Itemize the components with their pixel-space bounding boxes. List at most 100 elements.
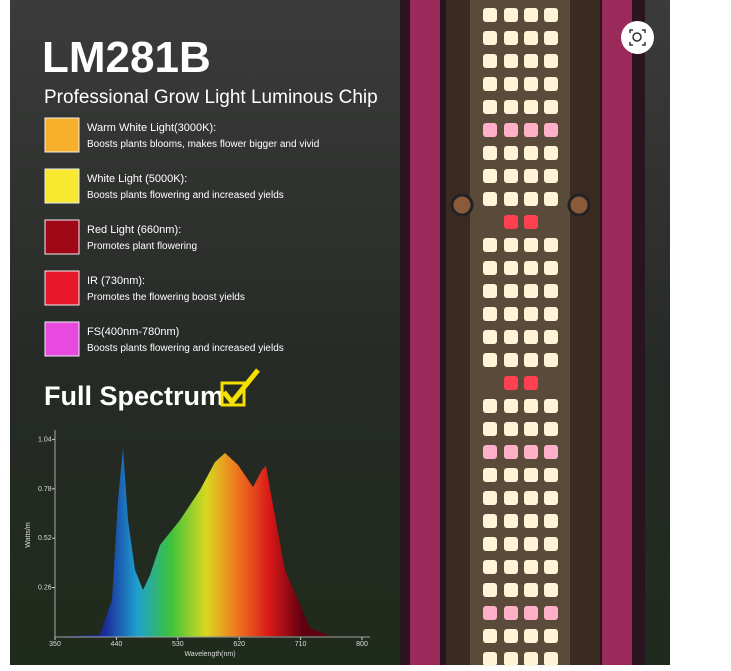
led [524,146,538,160]
color-swatch [44,321,80,357]
led [483,238,497,252]
led [504,537,518,551]
led [524,560,538,574]
y-tick-label: 0.78 [38,486,52,493]
led [504,100,518,114]
led-strip [400,0,645,666]
led [483,560,497,574]
led [524,422,538,436]
spectrum-curve [55,448,330,637]
led [544,652,558,666]
led [483,261,497,275]
led [544,422,558,436]
led [524,514,538,528]
led [483,537,497,551]
led [504,468,518,482]
led [483,169,497,183]
lens-icon-circle [632,32,642,42]
led [524,238,538,252]
color-swatch [44,168,80,204]
check-box [220,381,246,407]
led [544,100,558,114]
led [544,238,558,252]
feature-description: Boosts plants flowering and increased yi… [87,343,284,354]
led [504,376,518,390]
led [483,514,497,528]
led [544,31,558,45]
led [544,261,558,275]
led [504,606,518,620]
led [544,284,558,298]
led [483,8,497,22]
led [524,307,538,321]
led [544,307,558,321]
led [483,31,497,45]
led [544,54,558,68]
led [524,54,538,68]
subtitle: Professional Grow Light Luminous Chip [44,87,378,108]
badge: Full Spectrum [44,381,224,411]
led [504,31,518,45]
led [504,169,518,183]
led [483,192,497,206]
led [524,169,538,183]
led [483,652,497,666]
led [524,284,538,298]
x-tick-label: 530 [172,641,184,648]
led [524,491,538,505]
led [504,422,518,436]
feature-description: Boosts plants flowering and increased yi… [87,190,284,201]
feature-label: IR (730nm): [87,275,145,287]
led [504,215,518,229]
x-tick-label: 800 [356,641,368,648]
led [483,77,497,91]
color-swatch [44,270,80,306]
led [544,445,558,459]
led [483,422,497,436]
led [544,560,558,574]
led [483,606,497,620]
led [483,123,497,137]
led [524,652,538,666]
led [504,330,518,344]
led [544,77,558,91]
led [504,146,518,160]
led [504,629,518,643]
spectrum-chart: Watts/m Wavelength(nm) 1.04 0.78 0.52 0.26 3… [25,430,370,658]
led [524,261,538,275]
led [504,445,518,459]
led [544,583,558,597]
led [504,284,518,298]
led [483,445,497,459]
feature-description: Promotes the flowering boost yields [87,292,245,303]
led [524,399,538,413]
led [483,54,497,68]
led [504,192,518,206]
lens-button[interactable] [621,21,654,54]
feature-label: FS(400nm-780nm) [87,326,179,338]
x-tick-label: 710 [295,641,307,648]
led [483,629,497,643]
led [544,353,558,367]
check-mark [222,368,260,406]
y-tick-label: 0.52 [38,535,52,542]
led [504,307,518,321]
led [504,123,518,137]
led [483,399,497,413]
led [504,261,518,275]
y-tick-label: 1.04 [38,436,52,443]
led [504,77,518,91]
led [524,537,538,551]
led [544,123,558,137]
led [524,376,538,390]
led [524,77,538,91]
led [504,560,518,574]
y-tick-label: 0.26 [38,585,52,592]
led [483,583,497,597]
lens-icon [629,29,646,46]
x-tick-label: 620 [233,641,245,648]
led [544,629,558,643]
led [483,468,497,482]
led [524,8,538,22]
